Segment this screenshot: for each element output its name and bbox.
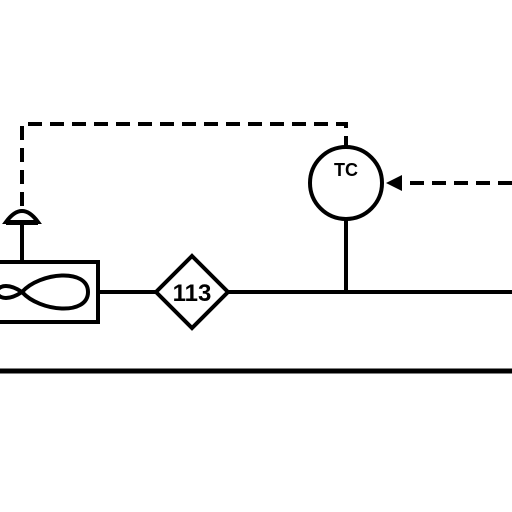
- valve-actuator-icon: [2, 209, 42, 224]
- fan-box: [0, 260, 100, 324]
- arrowhead-icon: [386, 175, 402, 191]
- signal-line-dashed: [20, 122, 348, 210]
- fan-blade-icon: [0, 273, 91, 311]
- tc-instrument-bubble: [308, 145, 384, 221]
- diamond-label: 113: [173, 280, 212, 307]
- tc-instrument-label: TC: [334, 160, 358, 180]
- diamond-symbol: [153, 253, 231, 331]
